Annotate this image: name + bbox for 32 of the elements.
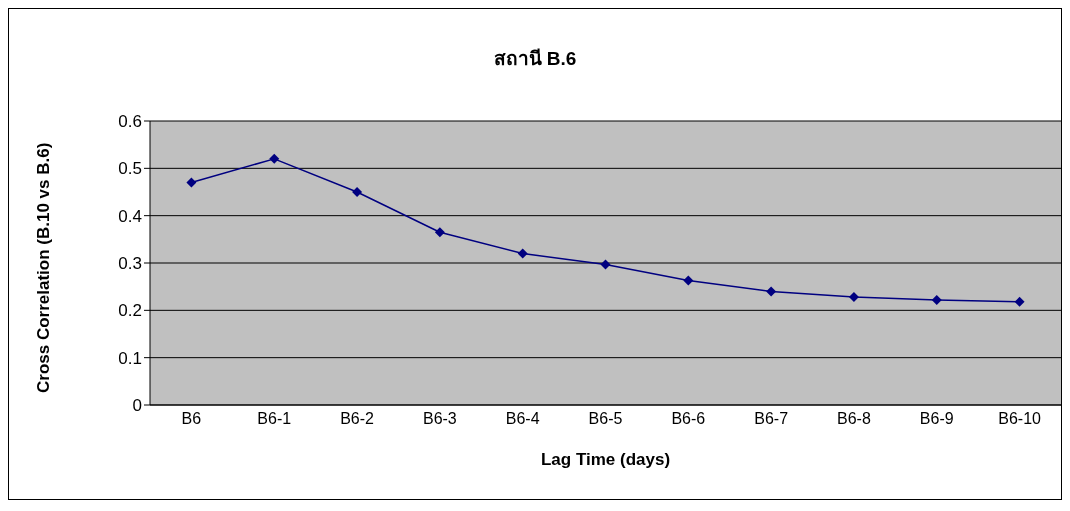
x-tick-label: B6-1	[257, 410, 292, 428]
point	[434, 227, 445, 238]
point	[766, 286, 777, 297]
point	[683, 275, 694, 286]
y-tick-label: 0.1	[118, 348, 142, 368]
x-tick-label: B6-2	[340, 410, 375, 428]
x-tick-label: B6-6	[671, 410, 706, 428]
x-axis-title: Lag Time (days)	[540, 450, 671, 469]
point	[931, 294, 942, 305]
chart-title: สถานี B.6	[492, 47, 578, 71]
x-tick-label: B6	[181, 410, 202, 428]
point	[352, 187, 363, 197]
x-tick-label: B6-9	[919, 410, 954, 428]
x-tick-label: B6-7	[754, 410, 789, 428]
point	[848, 292, 859, 303]
point	[600, 259, 611, 270]
y-tick-label: 0.6	[118, 112, 142, 132]
x-tick-label: B6-10	[998, 410, 1042, 428]
y-tick-label: 0.3	[118, 254, 142, 274]
y-tick-label: 0.5	[118, 159, 142, 179]
x-tick-label: B6-4	[505, 410, 540, 428]
point	[1014, 296, 1025, 307]
y-tick-label: 0	[132, 396, 142, 416]
y-tick-label: 0.4	[118, 206, 142, 226]
y-tick-label: 0.2	[118, 301, 142, 321]
point	[186, 177, 197, 188]
x-tick-label: B6-3	[422, 410, 457, 428]
point	[269, 153, 280, 164]
x-tick-label: B6-8	[837, 410, 871, 428]
x-tick-label: B6-5	[588, 410, 623, 428]
point	[517, 248, 528, 259]
y-axis-title: Cross Correlation (B.10 vs B.6)	[34, 142, 54, 393]
